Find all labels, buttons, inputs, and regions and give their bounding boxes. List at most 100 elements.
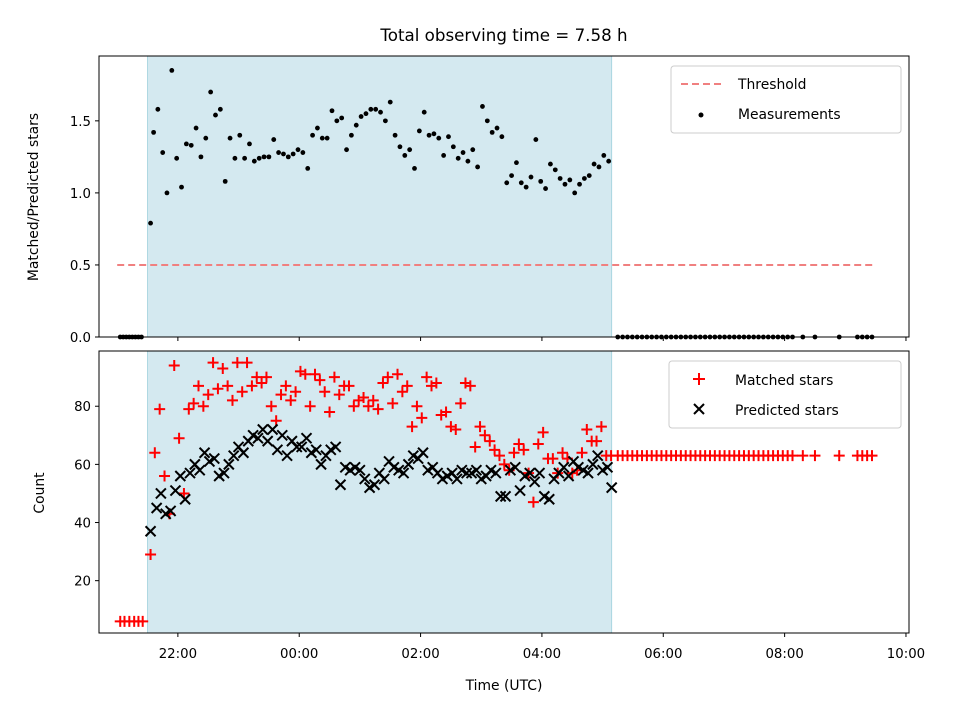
measurement-point: [392, 132, 398, 138]
matched-point: [474, 421, 486, 433]
measurement-point: [242, 155, 248, 161]
predicted-point: [169, 484, 182, 497]
predicted-point: [310, 444, 322, 456]
matched-point: [455, 397, 467, 409]
matched-point: [231, 357, 243, 369]
matched-point: [367, 394, 379, 406]
matched-point: [797, 450, 809, 462]
measurement-point: [548, 161, 553, 167]
predicted-point: [582, 467, 594, 479]
matched-point: [809, 450, 821, 462]
measurement-point: [349, 132, 354, 138]
measurement-point: [232, 155, 238, 161]
x-tick-label: 10:00: [887, 647, 925, 662]
predicted-point: [271, 444, 284, 456]
measurement-point: [300, 150, 306, 155]
predicted-point: [334, 479, 347, 491]
matched-point: [270, 415, 282, 427]
measurement-point: [397, 144, 403, 150]
measurement-point: [281, 151, 286, 157]
matched-point: [173, 432, 185, 444]
matched-point: [440, 406, 452, 418]
matched-point: [285, 394, 297, 406]
legend-measurements-swatch: [698, 112, 704, 118]
measurement-point: [514, 160, 519, 166]
measurement-point: [334, 118, 340, 124]
predicted-point: [499, 490, 512, 503]
measurement-point: [591, 161, 597, 167]
matched-point: [217, 362, 229, 374]
top-y-tick-label: 1.5: [70, 115, 91, 130]
measurement-point: [373, 106, 379, 112]
matched-point: [498, 458, 510, 470]
predicted-point: [223, 458, 235, 471]
measurement-point: [271, 137, 277, 142]
matched-point: [833, 450, 845, 462]
matched-point: [392, 368, 404, 380]
measurement-point: [247, 141, 252, 147]
measurement-point: [538, 178, 544, 184]
predicted-point: [460, 467, 473, 479]
matched-point: [406, 421, 418, 433]
matched-point: [314, 374, 326, 386]
matched-point: [377, 377, 389, 389]
measurement-point: [577, 181, 582, 187]
matched-point: [290, 386, 302, 398]
predicted-point: [329, 441, 342, 453]
measurement-point: [446, 134, 451, 140]
predicted-point: [601, 461, 614, 473]
matched-point: [202, 389, 214, 401]
predicted-point: [368, 479, 381, 491]
measurement-point: [562, 181, 568, 187]
measurement-point: [460, 150, 466, 155]
bottom-panel: 20 40 60 80 22:00 00:00 02:00 04:00 06:00 08:00 1…: [32, 350, 925, 694]
measurement-point: [160, 150, 166, 155]
x-axis-label: Time (UTC): [465, 678, 543, 694]
predicted-point: [237, 447, 250, 459]
matched-point: [547, 453, 559, 465]
measurement-point: [596, 164, 602, 170]
measurement-point: [426, 132, 432, 138]
predicted-point: [184, 467, 196, 479]
predicted-point: [276, 429, 288, 442]
measurement-point: [601, 153, 607, 158]
matched-point: [382, 371, 394, 383]
predicted-point: [179, 493, 191, 505]
predicted-point: [562, 470, 575, 482]
measurement-point: [174, 155, 180, 161]
predicted-point: [397, 467, 410, 479]
legend-matched-swatch: [693, 373, 705, 385]
predicted-point: [300, 432, 313, 444]
matched-series: [114, 357, 878, 627]
measurement-point: [450, 144, 456, 150]
predicted-point: [295, 441, 308, 453]
measurement-point: [387, 99, 393, 105]
matched-point: [787, 450, 799, 462]
measurement-point: [290, 151, 296, 157]
measurement-point: [222, 178, 228, 184]
predicted-point: [261, 435, 274, 447]
top-plot-frame: [98, 55, 910, 338]
matched-point: [137, 615, 149, 627]
matched-point: [464, 380, 476, 392]
predicted-point: [150, 502, 163, 514]
matched-point: [265, 400, 277, 412]
matched-point: [212, 383, 224, 395]
matched-point: [241, 357, 253, 369]
measurement-point: [276, 150, 281, 155]
predicted-point: [514, 484, 526, 497]
measurement-point: [489, 129, 495, 135]
chart-title: Total observing time = 7.58 h: [379, 25, 627, 45]
predicted-point: [208, 452, 220, 465]
measurement-point: [155, 106, 161, 112]
matched-point: [493, 450, 505, 462]
measurement-point: [227, 135, 233, 141]
measurement-point: [416, 128, 422, 134]
predicted-point: [218, 467, 230, 479]
matched-point: [411, 400, 423, 412]
top-y-tick-label: 0.5: [70, 259, 91, 274]
matched-point: [396, 386, 408, 398]
measurement-point: [552, 167, 558, 173]
measurement-point: [523, 184, 529, 190]
matched-point: [275, 389, 287, 401]
